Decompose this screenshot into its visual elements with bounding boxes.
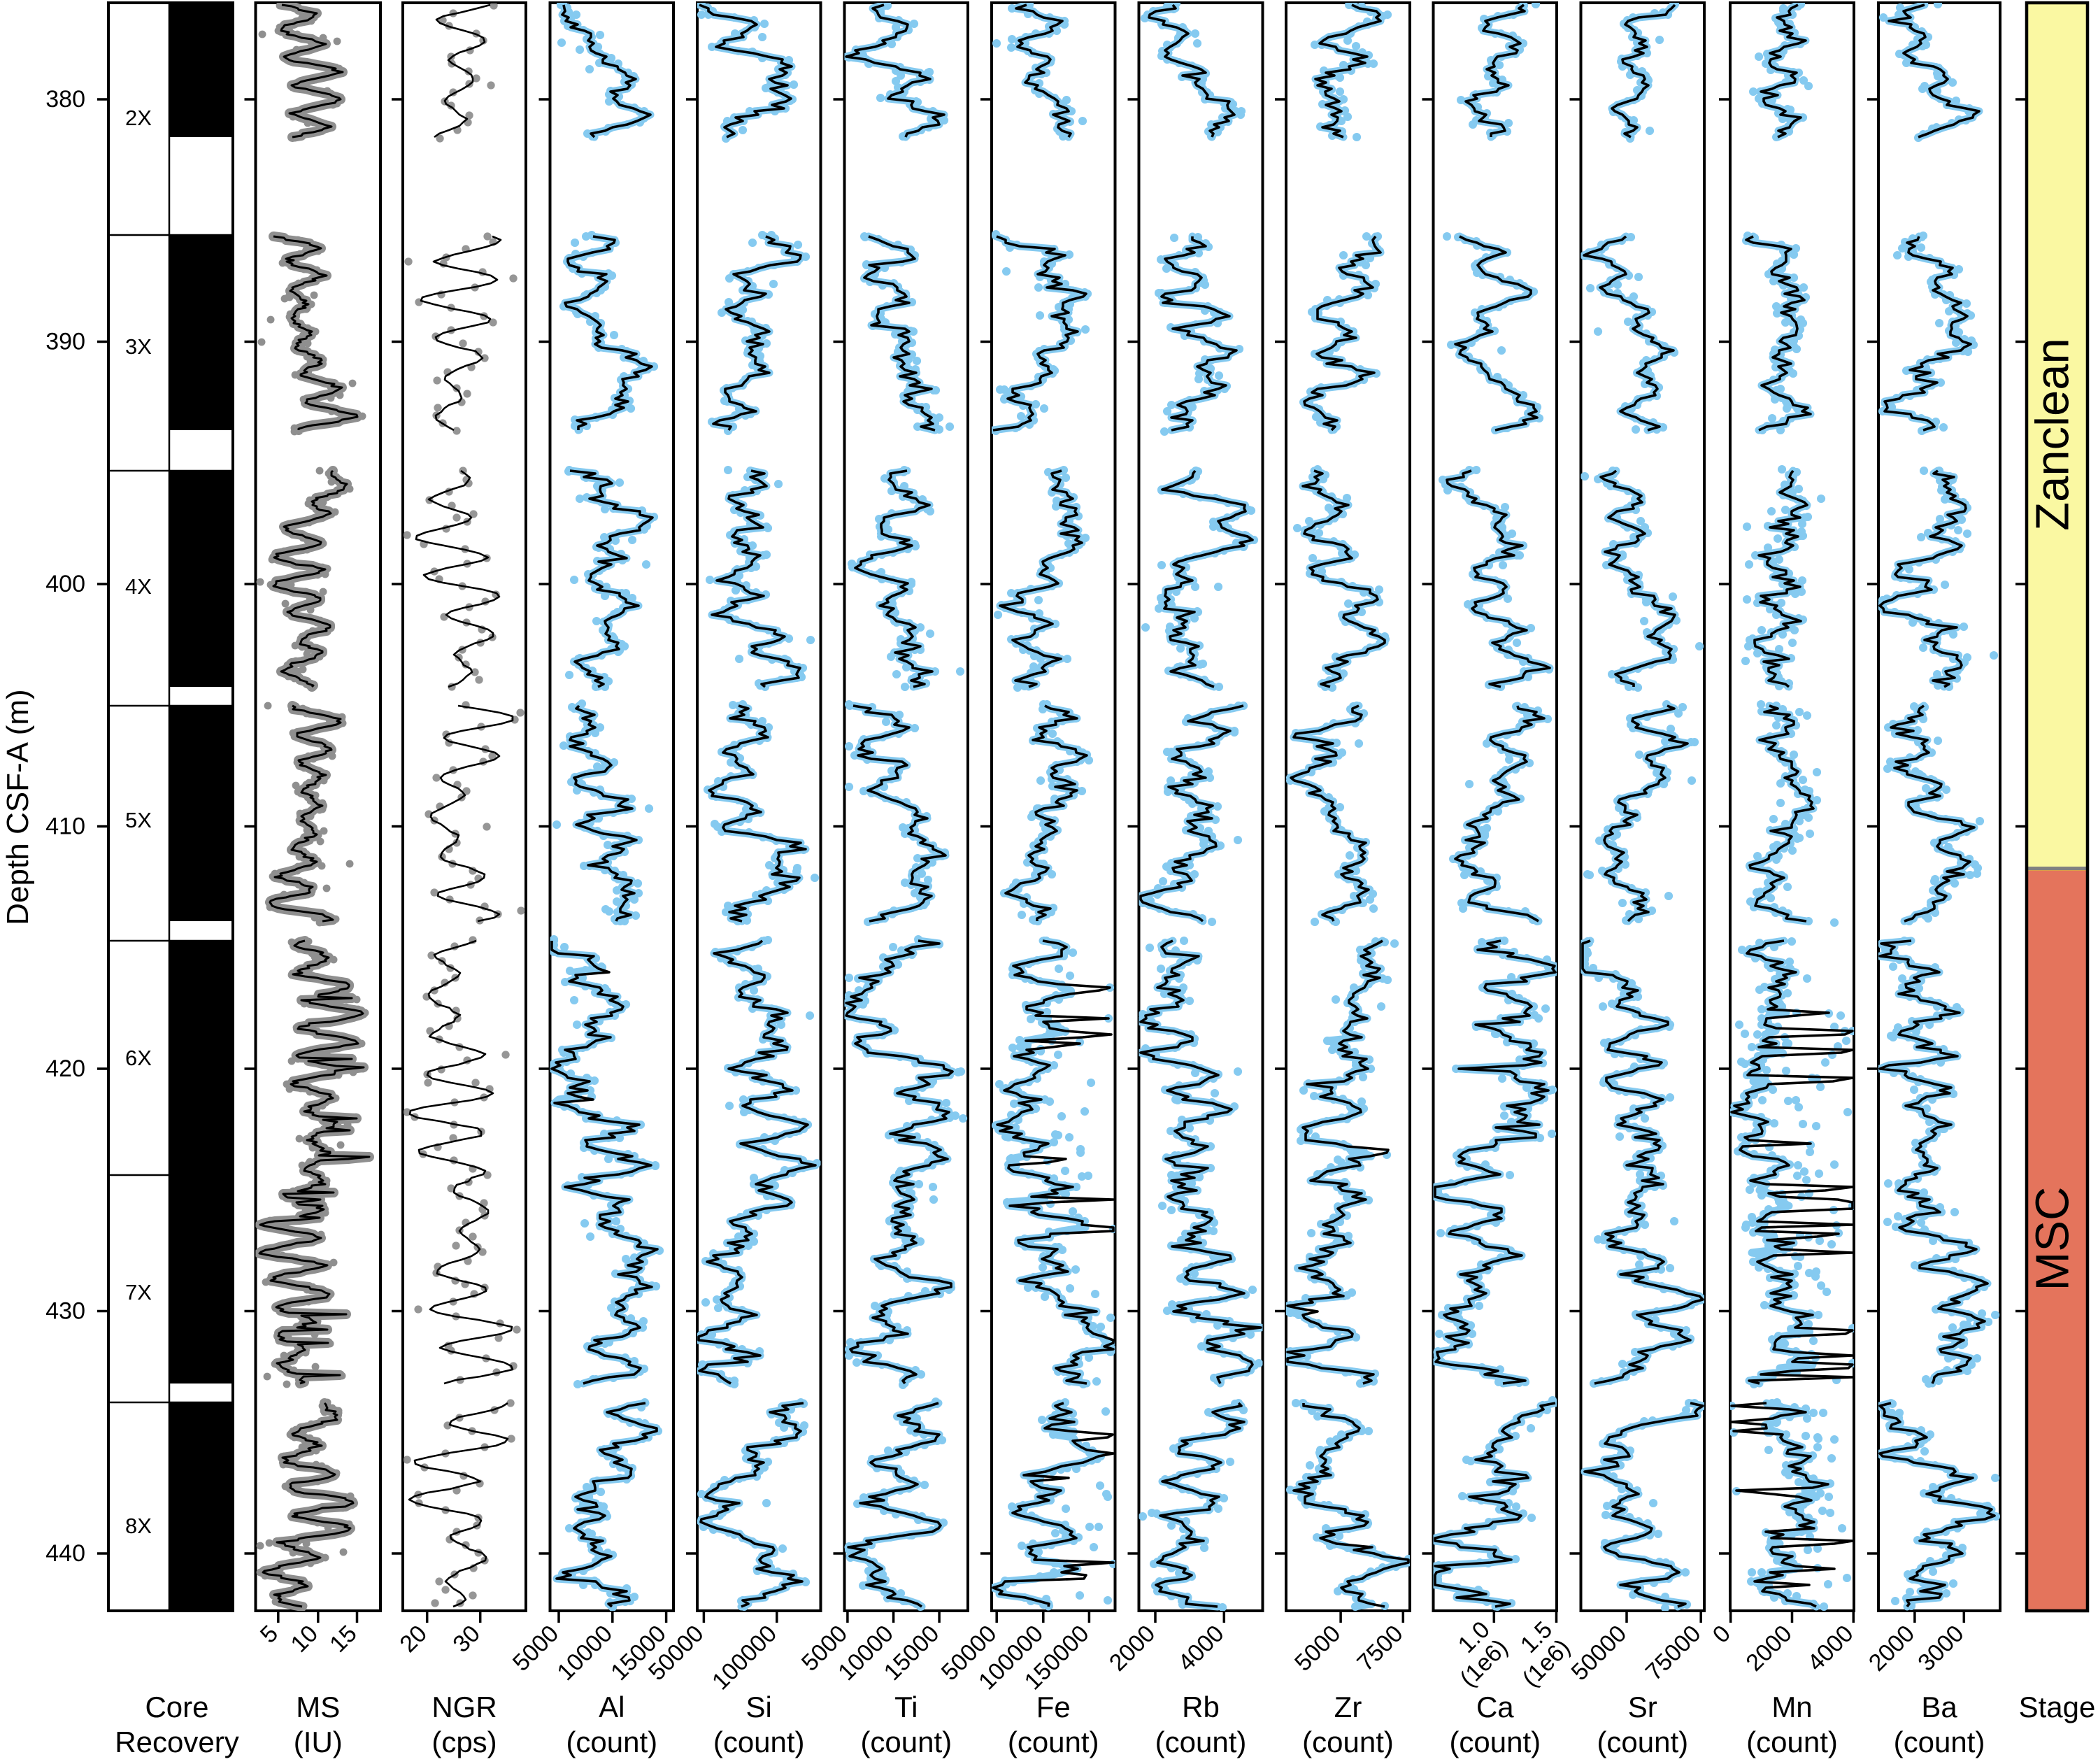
svg-text:2X: 2X (125, 106, 152, 130)
svg-text:8X: 8X (125, 1514, 152, 1538)
svg-text:390: 390 (45, 329, 85, 355)
svg-text:(count): (count) (1155, 1726, 1247, 1758)
svg-text:MSC: MSC (2027, 1187, 2079, 1291)
svg-text:Depth CSF-A (m): Depth CSF-A (m) (1, 689, 35, 925)
svg-text:440: 440 (45, 1540, 85, 1567)
svg-text:(count): (count) (1746, 1726, 1838, 1758)
svg-text:(count): (count) (1008, 1726, 1099, 1758)
svg-text:6X: 6X (125, 1046, 152, 1070)
svg-text:7X: 7X (125, 1280, 152, 1304)
svg-text:NGR: NGR (431, 1691, 497, 1723)
svg-text:400: 400 (45, 571, 85, 597)
svg-text:Core: Core (145, 1691, 208, 1723)
svg-text:380: 380 (45, 86, 85, 113)
svg-text:(count): (count) (1597, 1726, 1688, 1758)
svg-text:Rb: Rb (1182, 1691, 1220, 1723)
svg-text:(IU): (IU) (294, 1726, 343, 1758)
svg-text:Ba: Ba (1921, 1691, 1957, 1723)
svg-text:410: 410 (45, 813, 85, 840)
svg-text:3X: 3X (125, 334, 152, 359)
svg-text:(count): (count) (1894, 1726, 1985, 1758)
svg-text:Mn: Mn (1771, 1691, 1812, 1723)
svg-text:(count): (count) (860, 1726, 952, 1758)
svg-text:(count): (count) (713, 1726, 805, 1758)
svg-text:Al: Al (599, 1691, 625, 1723)
svg-text:(count): (count) (566, 1726, 657, 1758)
svg-text:430: 430 (45, 1298, 85, 1325)
svg-text:4X: 4X (125, 574, 152, 599)
svg-text:5X: 5X (125, 808, 152, 832)
svg-text:Si: Si (746, 1691, 772, 1723)
svg-text:Recovery: Recovery (115, 1726, 238, 1758)
svg-text:(count): (count) (1449, 1726, 1541, 1758)
svg-text:Fe: Fe (1036, 1691, 1071, 1723)
svg-text:(cps): (cps) (431, 1726, 497, 1758)
svg-text:Ca: Ca (1476, 1691, 1514, 1723)
svg-text:420: 420 (45, 1055, 85, 1082)
svg-text:Zr: Zr (1334, 1691, 1362, 1723)
svg-text:Stage: Stage (2019, 1691, 2096, 1723)
svg-text:Zanclean: Zanclean (2027, 338, 2079, 531)
svg-text:Ti: Ti (894, 1691, 918, 1723)
svg-text:(count): (count) (1302, 1726, 1394, 1758)
svg-text:Sr: Sr (1628, 1691, 1657, 1723)
svg-text:MS: MS (296, 1691, 340, 1723)
